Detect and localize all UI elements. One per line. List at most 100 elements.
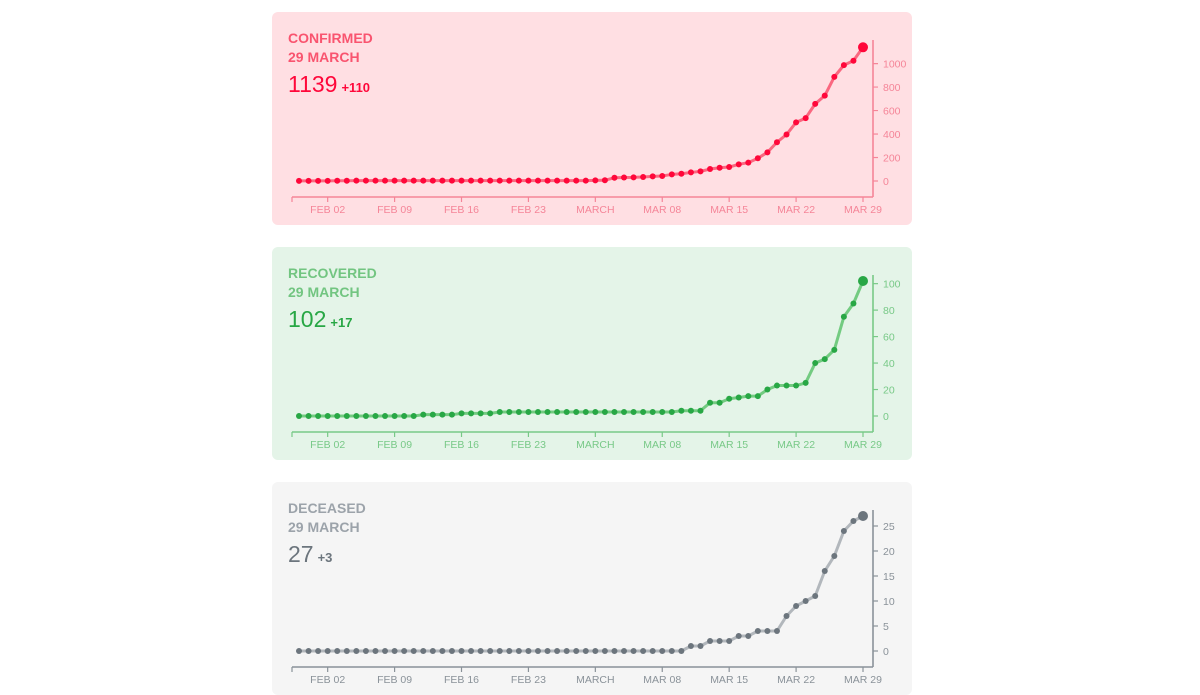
recovered-data-point[interactable] <box>353 413 360 419</box>
recovered-data-point[interactable] <box>659 409 666 416</box>
recovered-data-point[interactable] <box>668 409 675 416</box>
deceased-data-point[interactable] <box>410 648 417 654</box>
recovered-data-point[interactable] <box>525 409 532 416</box>
recovered-data-point[interactable] <box>831 346 838 353</box>
deceased-data-point[interactable] <box>840 528 847 534</box>
recovered-data-point[interactable] <box>372 413 379 419</box>
deceased-data-point[interactable] <box>448 648 455 654</box>
recovered-data-point[interactable] <box>793 382 800 389</box>
deceased-data-point[interactable] <box>506 648 513 654</box>
deceased-data-point[interactable] <box>554 648 561 654</box>
recovered-data-point[interactable] <box>439 411 446 418</box>
deceased-data-point[interactable] <box>773 628 780 634</box>
confirmed-data-point[interactable] <box>401 177 408 184</box>
confirmed-data-point[interactable] <box>659 172 666 179</box>
recovered-data-point[interactable] <box>592 409 599 416</box>
recovered-data-point[interactable] <box>621 409 628 416</box>
deceased-data-point[interactable] <box>659 648 666 654</box>
deceased-data-point[interactable] <box>496 648 503 654</box>
confirmed-data-point[interactable] <box>630 174 637 181</box>
confirmed-data-point[interactable] <box>382 177 389 184</box>
confirmed-data-point[interactable] <box>429 177 436 184</box>
recovered-latest-point[interactable] <box>858 276 868 286</box>
deceased-data-point[interactable] <box>764 628 771 634</box>
recovered-data-point[interactable] <box>515 409 522 416</box>
confirmed-data-point[interactable] <box>343 177 350 184</box>
deceased-data-point[interactable] <box>821 568 828 574</box>
recovered-data-point[interactable] <box>754 393 761 400</box>
recovered-data-point[interactable] <box>324 413 331 419</box>
recovered-data-point[interactable] <box>773 382 780 389</box>
deceased-data-point[interactable] <box>592 648 599 654</box>
deceased-data-point[interactable] <box>697 643 704 649</box>
confirmed-data-point[interactable] <box>439 177 446 184</box>
confirmed-data-point[interactable] <box>554 177 561 184</box>
confirmed-data-point[interactable] <box>582 177 589 184</box>
confirmed-data-point[interactable] <box>573 177 580 184</box>
confirmed-data-point[interactable] <box>687 169 694 176</box>
confirmed-data-point[interactable] <box>773 139 780 146</box>
recovered-data-point[interactable] <box>420 411 427 418</box>
recovered-data-point[interactable] <box>343 413 350 419</box>
deceased-data-point[interactable] <box>802 598 809 604</box>
confirmed-data-point[interactable] <box>821 92 828 99</box>
deceased-data-point[interactable] <box>468 648 475 654</box>
deceased-data-point[interactable] <box>640 648 647 654</box>
deceased-data-point[interactable] <box>439 648 446 654</box>
deceased-data-point[interactable] <box>621 648 628 654</box>
deceased-data-point[interactable] <box>401 648 408 654</box>
deceased-data-point[interactable] <box>831 553 838 559</box>
recovered-data-point[interactable] <box>391 413 398 419</box>
recovered-data-point[interactable] <box>812 360 819 367</box>
confirmed-data-point[interactable] <box>448 177 455 184</box>
recovered-data-point[interactable] <box>496 409 503 416</box>
recovered-data-point[interactable] <box>716 399 723 406</box>
recovered-data-point[interactable] <box>544 409 551 416</box>
deceased-data-point[interactable] <box>477 648 484 654</box>
confirmed-data-point[interactable] <box>621 174 628 181</box>
deceased-data-point[interactable] <box>783 613 790 619</box>
confirmed-data-point[interactable] <box>754 155 761 162</box>
recovered-data-point[interactable] <box>315 413 322 419</box>
deceased-data-point[interactable] <box>735 633 742 639</box>
deceased-data-point[interactable] <box>678 648 685 654</box>
deceased-data-point[interactable] <box>716 638 723 644</box>
deceased-data-point[interactable] <box>601 648 608 654</box>
confirmed-data-point[interactable] <box>793 119 800 126</box>
deceased-data-point[interactable] <box>315 648 322 654</box>
deceased-data-point[interactable] <box>850 518 857 524</box>
recovered-data-point[interactable] <box>401 413 408 419</box>
recovered-data-point[interactable] <box>410 413 417 419</box>
deceased-data-point[interactable] <box>391 648 398 654</box>
deceased-data-point[interactable] <box>573 648 580 654</box>
confirmed-data-point[interactable] <box>678 170 685 177</box>
confirmed-data-point[interactable] <box>296 177 302 184</box>
confirmed-data-point[interactable] <box>735 161 742 168</box>
recovered-data-point[interactable] <box>850 300 857 307</box>
confirmed-data-point[interactable] <box>840 62 847 69</box>
deceased-data-point[interactable] <box>745 633 752 639</box>
confirmed-data-point[interactable] <box>477 177 484 184</box>
confirmed-data-point[interactable] <box>745 159 752 166</box>
confirmed-data-point[interactable] <box>831 73 838 80</box>
recovered-data-point[interactable] <box>448 411 455 418</box>
deceased-data-point[interactable] <box>668 648 675 654</box>
confirmed-data-point[interactable] <box>334 177 341 184</box>
recovered-data-point[interactable] <box>429 411 436 418</box>
confirmed-data-point[interactable] <box>802 115 809 122</box>
confirmed-data-point[interactable] <box>372 177 379 184</box>
confirmed-latest-point[interactable] <box>858 42 868 53</box>
deceased-data-point[interactable] <box>372 648 379 654</box>
deceased-data-point[interactable] <box>458 648 465 654</box>
recovered-data-point[interactable] <box>707 399 714 406</box>
recovered-data-point[interactable] <box>640 409 647 416</box>
confirmed-data-point[interactable] <box>544 177 551 184</box>
recovered-data-point[interactable] <box>534 409 541 416</box>
deceased-data-point[interactable] <box>382 648 389 654</box>
recovered-data-point[interactable] <box>334 413 341 419</box>
recovered-data-point[interactable] <box>726 395 733 402</box>
recovered-data-point[interactable] <box>305 413 312 419</box>
deceased-data-point[interactable] <box>793 603 800 609</box>
confirmed-data-point[interactable] <box>707 166 714 173</box>
deceased-data-point[interactable] <box>525 648 532 654</box>
